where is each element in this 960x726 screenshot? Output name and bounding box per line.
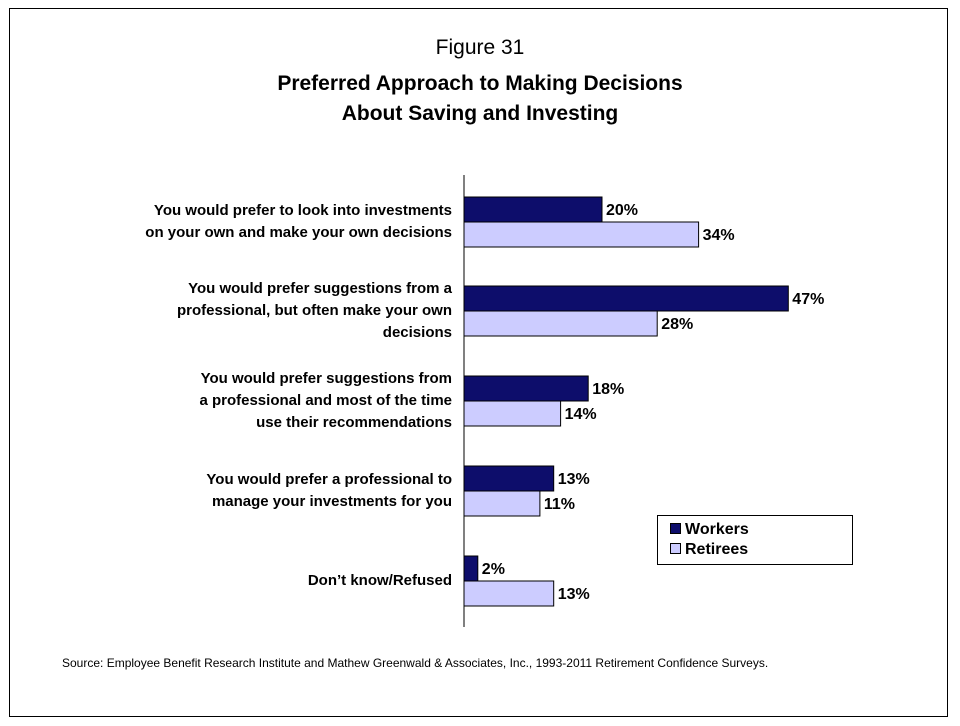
bar-workers-2 [463, 375, 589, 402]
category-label-line: You would prefer to look into investment… [153, 202, 452, 219]
legend-item-retirees: Retirees [670, 540, 748, 560]
legend-label-workers: Workers [685, 521, 749, 538]
data-label-workers-1: 47% [792, 291, 824, 308]
legend-swatch-retirees [670, 543, 681, 554]
chart-frame [9, 8, 948, 717]
chart-title-line-1: Preferred Approach to Making Decisions [277, 72, 683, 95]
category-label-4: Don’t know/Refused [32, 570, 452, 592]
data-label-workers-2: 18% [592, 381, 624, 398]
category-label-line: professional, but often make your own [176, 302, 452, 319]
category-label-line: You would prefer a professional to [206, 471, 452, 488]
figure-label: Figure 31 [435, 36, 525, 59]
category-label-line: Don’t know/Refused [307, 572, 452, 589]
data-label-retirees-2: 14% [565, 406, 597, 423]
category-label-line: You would prefer suggestions from a [188, 280, 452, 297]
legend-swatch-workers [670, 523, 681, 534]
bar-workers-3 [463, 465, 555, 492]
data-label-retirees-0: 34% [703, 227, 735, 244]
chart-title-line-2: About Saving and Investing [341, 102, 619, 125]
data-label-workers-4: 2% [482, 561, 505, 578]
data-label-workers-3: 13% [558, 471, 590, 488]
category-label-line: manage your investments for you [211, 493, 452, 510]
category-label-line: decisions [382, 324, 452, 341]
bar-workers-4 [463, 555, 479, 582]
bar-retirees-2 [463, 400, 562, 427]
category-label-line: a professional and most of the time [199, 392, 452, 409]
legend-item-workers: Workers [670, 520, 749, 540]
category-label-line: use their recommendations [256, 414, 452, 431]
category-label-2: You would prefer suggestions from a profe… [32, 368, 452, 434]
data-label-workers-0: 20% [606, 202, 638, 219]
category-label-0: You would prefer to look into investment… [32, 200, 452, 244]
bar-retirees-3 [463, 490, 541, 517]
bar-retirees-1 [463, 310, 658, 337]
legend: Workers Retirees [657, 515, 853, 565]
bar-retirees-4 [463, 580, 555, 607]
bar-workers-1 [463, 285, 789, 312]
category-label-line: on your own and make your own decisions [145, 224, 452, 241]
bar-workers-0 [463, 196, 603, 223]
legend-label-retirees: Retirees [685, 541, 749, 558]
data-label-retirees-1: 28% [661, 316, 693, 333]
source-note: Source: Employee Benefit Research Instit… [62, 656, 769, 670]
category-label-3: You would prefer a professional to manage… [32, 469, 452, 513]
category-label-1: You would prefer suggestions from a profe… [32, 278, 452, 344]
data-label-retirees-3: 11% [544, 496, 575, 513]
data-label-retirees-4: 13% [558, 586, 590, 603]
category-label-line: You would prefer suggestions from [200, 370, 452, 387]
bar-retirees-0 [463, 221, 700, 248]
